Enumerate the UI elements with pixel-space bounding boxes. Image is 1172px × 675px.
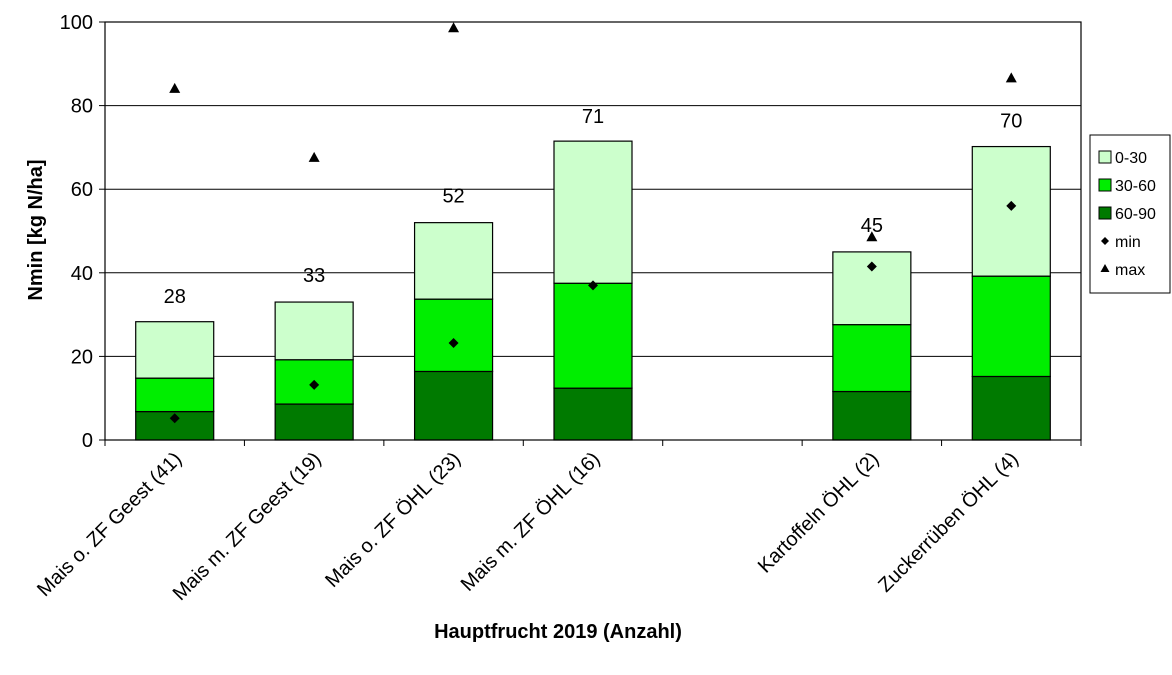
y-tick-label: 20 bbox=[71, 346, 93, 368]
bar-segment bbox=[413, 298, 494, 373]
bar-segment bbox=[135, 377, 215, 413]
y-tick-labels: 0 20 40 60 80 100 bbox=[60, 12, 93, 452]
x-tick-labels: Mais o. ZF Geest (41)Mais m. ZF Geest (1… bbox=[33, 448, 1023, 605]
total-label: 70 bbox=[1000, 110, 1022, 132]
plot-area-border bbox=[104, 21, 1082, 441]
y-tick-label: 100 bbox=[60, 12, 93, 34]
bar-segment bbox=[413, 370, 494, 441]
total-labels: 28 33 52 71 45 70 bbox=[164, 106, 1023, 308]
max-marker bbox=[448, 22, 460, 33]
max-marker bbox=[866, 231, 878, 242]
bar-segment bbox=[553, 140, 633, 284]
legend-label: 30-60 bbox=[1115, 178, 1156, 195]
legend-label: min bbox=[1115, 234, 1141, 251]
x-tick-label: Mais o. ZF Geest (41) bbox=[33, 448, 186, 601]
y-axis-title: Nmin [kg N/ha] bbox=[25, 159, 47, 300]
legend-swatch bbox=[1098, 178, 1112, 192]
total-label: 28 bbox=[164, 286, 186, 308]
max-marker bbox=[169, 82, 181, 93]
bar-segment bbox=[274, 403, 354, 441]
bar-segment bbox=[971, 375, 1051, 441]
bar-segment bbox=[274, 301, 354, 361]
y-tick-label: 60 bbox=[71, 179, 93, 201]
x-axis-title: Hauptfrucht 2019 (Anzahl) bbox=[434, 621, 682, 643]
bar-segment bbox=[135, 321, 215, 379]
x-tick-label: Zuckerrüben ÖHL (4) bbox=[874, 448, 1023, 597]
min-marker bbox=[448, 338, 459, 349]
legend-swatch bbox=[1098, 206, 1112, 220]
legend-label: 60-90 bbox=[1115, 206, 1156, 223]
x-tick-label: Mais m. ZF Geest (19) bbox=[169, 448, 326, 605]
min-marker bbox=[866, 261, 877, 272]
markers bbox=[169, 22, 1017, 424]
total-label: 45 bbox=[861, 215, 883, 237]
legend-min-symbol bbox=[1101, 237, 1109, 245]
legend-swatch bbox=[1098, 150, 1112, 164]
total-label: 52 bbox=[442, 186, 464, 208]
bar-segment bbox=[832, 324, 912, 393]
legend-label: max bbox=[1115, 262, 1145, 279]
x-tick-label: Kartoffeln ÖHL (2) bbox=[754, 448, 884, 578]
y-tick-label: 40 bbox=[71, 263, 93, 285]
min-marker bbox=[1006, 200, 1017, 211]
x-tick-label: Mais m. ZF ÖHL (16) bbox=[457, 448, 605, 596]
min-marker bbox=[309, 379, 320, 390]
max-marker bbox=[1005, 72, 1017, 83]
y-tick-label: 80 bbox=[71, 96, 93, 118]
legend-max-symbol bbox=[1100, 264, 1110, 272]
plot-frame bbox=[99, 21, 1082, 446]
bar-segment bbox=[553, 387, 633, 441]
min-marker bbox=[588, 280, 598, 291]
min-marker bbox=[169, 413, 180, 424]
x-tick-label: Mais o. ZF ÖHL (23) bbox=[321, 448, 465, 592]
bar-segment bbox=[832, 390, 912, 441]
bar-segment bbox=[553, 282, 633, 389]
total-label: 71 bbox=[582, 106, 604, 128]
bars bbox=[135, 140, 1051, 441]
bar-segment bbox=[971, 275, 1051, 378]
bar-segment bbox=[413, 222, 494, 300]
legend-label: 0-30 bbox=[1115, 150, 1147, 167]
total-label: 33 bbox=[303, 265, 325, 287]
bar-segment bbox=[971, 145, 1051, 277]
legend: 0-30 30-60 60-90 min max bbox=[1089, 134, 1171, 294]
y-tick-label: 0 bbox=[82, 430, 93, 452]
max-marker bbox=[308, 151, 320, 162]
